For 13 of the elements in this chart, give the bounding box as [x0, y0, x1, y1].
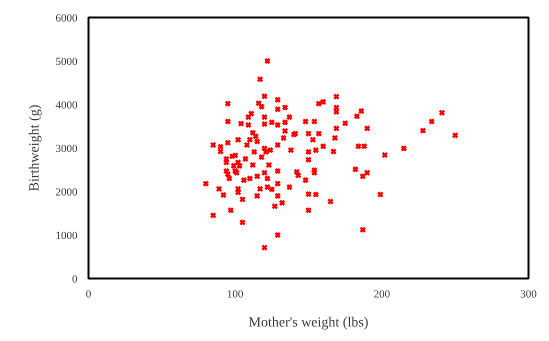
x-tick-label: 100: [226, 288, 244, 300]
y-tick-label: 2000: [56, 186, 78, 198]
y-tick-label: 3000: [56, 143, 78, 155]
y-tick-label: 6000: [56, 12, 78, 24]
x-tick-label: 0: [86, 288, 92, 300]
x-axis-title: Mother's weight (lbs): [248, 316, 369, 330]
x-tick-label: 200: [374, 288, 391, 300]
y-tick-label: 1000: [56, 230, 78, 242]
y-axis-title: Birthweight (g): [28, 104, 42, 192]
y-tick-label: 4000: [56, 100, 78, 112]
y-tick-label: 5000: [56, 56, 78, 68]
x-tick-label: 300: [520, 288, 538, 300]
y-tick-label: 0: [72, 274, 78, 286]
